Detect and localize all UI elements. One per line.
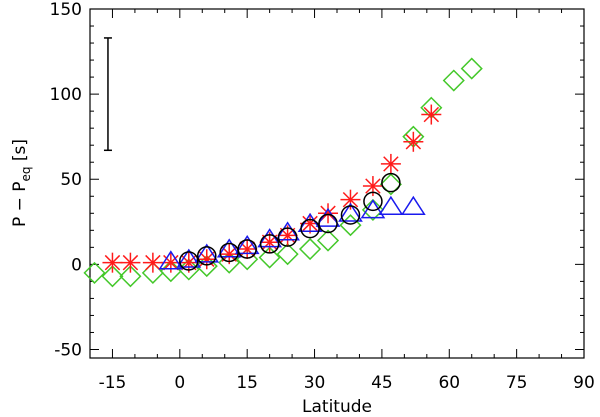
asterisk-point bbox=[380, 153, 401, 174]
diamond-point bbox=[258, 246, 281, 269]
diamond-point bbox=[159, 260, 182, 283]
asterisk-point bbox=[120, 252, 141, 273]
circle-point bbox=[363, 191, 383, 212]
triangle-point bbox=[275, 221, 300, 241]
diamond-point bbox=[339, 214, 362, 237]
y-tick-label: 50 bbox=[60, 170, 82, 190]
triangle-point bbox=[297, 212, 323, 233]
circle-point bbox=[259, 234, 280, 254]
asterisk-point bbox=[362, 176, 383, 197]
y-tick-label: 150 bbox=[50, 0, 82, 20]
triangle-point bbox=[194, 243, 220, 263]
x-tick-label: 30 bbox=[304, 373, 326, 393]
x-tick-label: -15 bbox=[99, 373, 127, 393]
diamond-point bbox=[442, 69, 465, 92]
triangle-point bbox=[338, 202, 363, 222]
circle-point bbox=[277, 227, 298, 247]
diamond-point bbox=[298, 237, 322, 261]
triangle-point bbox=[400, 195, 426, 215]
triangle-point bbox=[360, 199, 386, 219]
series-triangle bbox=[158, 195, 426, 270]
axis-ticks: -15 0 15 30 45 60 75 90 -50 0 50 100 150 bbox=[50, 0, 595, 393]
diamond-point bbox=[276, 243, 299, 266]
asterisk-point bbox=[142, 252, 163, 273]
asterisk-point bbox=[421, 104, 442, 125]
triangle-point bbox=[234, 234, 260, 255]
diamond-point bbox=[316, 229, 340, 252]
circle-point bbox=[340, 205, 361, 225]
triangle-point bbox=[378, 195, 404, 215]
circle-point bbox=[237, 239, 257, 259]
x-tick-label: 90 bbox=[573, 373, 595, 393]
plot-frame bbox=[89, 8, 585, 359]
x-axis-title: Latitude bbox=[302, 397, 372, 417]
asterisk-point bbox=[318, 203, 339, 224]
series-asterisk bbox=[102, 104, 442, 273]
asterisk-point bbox=[340, 189, 361, 210]
series-circle bbox=[179, 172, 401, 271]
circle-point bbox=[179, 251, 199, 271]
circle-point bbox=[300, 218, 320, 239]
diamond-point bbox=[83, 261, 106, 284]
x-tick-label: 0 bbox=[174, 373, 185, 393]
data-marks bbox=[83, 37, 483, 288]
circle-point bbox=[318, 213, 338, 234]
triangle-point bbox=[315, 207, 341, 227]
diamond-point bbox=[119, 265, 142, 288]
x-tick-label: 15 bbox=[236, 373, 258, 393]
diamond-point bbox=[101, 265, 124, 288]
triangle-point bbox=[216, 238, 242, 258]
error-bar bbox=[103, 37, 112, 152]
y-tick-label: 0 bbox=[71, 255, 82, 275]
diamond-point bbox=[460, 57, 483, 80]
triangle-point bbox=[176, 248, 202, 268]
y-tick-label: 100 bbox=[50, 85, 82, 105]
circle-point bbox=[381, 172, 401, 193]
y-axis-title: P − Peq [s] bbox=[10, 139, 33, 227]
diamond-point bbox=[379, 173, 402, 196]
asterisk-point bbox=[102, 252, 123, 273]
series-diamond bbox=[83, 57, 483, 288]
triangle-point bbox=[158, 250, 184, 270]
y-tick-label: -50 bbox=[54, 340, 82, 360]
x-tick-label: 75 bbox=[506, 373, 528, 393]
circle-point bbox=[197, 246, 217, 266]
asterisk-point bbox=[403, 131, 424, 152]
x-tick-label: 60 bbox=[438, 373, 460, 393]
triangle-point bbox=[257, 228, 283, 248]
x-tick-label: 45 bbox=[371, 373, 393, 393]
